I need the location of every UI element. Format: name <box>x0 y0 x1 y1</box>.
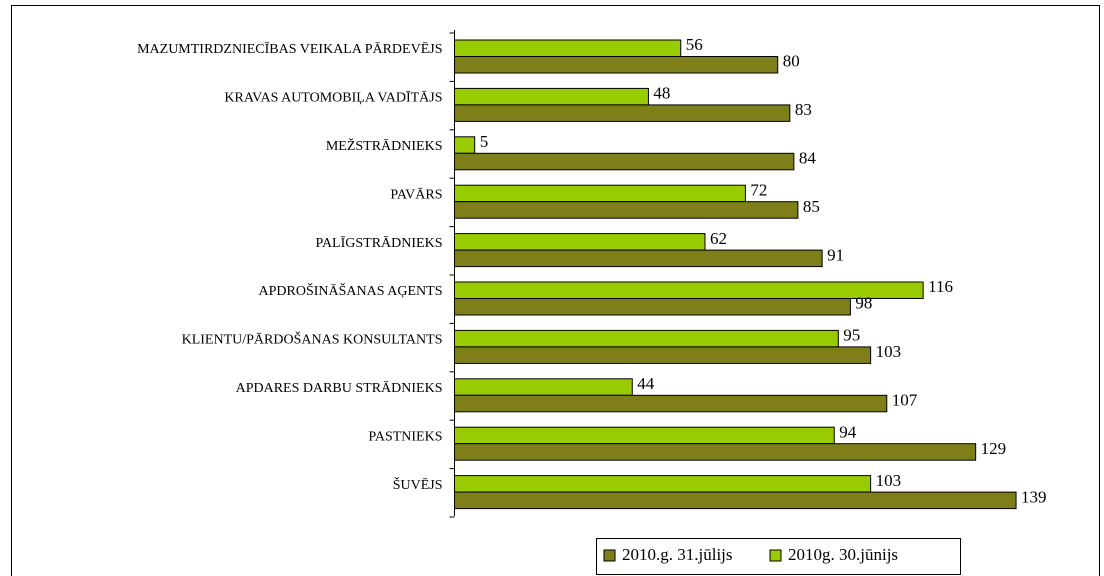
bar <box>454 346 872 364</box>
chart-frame <box>11 5 1100 576</box>
bar <box>454 281 924 299</box>
category-label: MAZUMTIRDZNIECĪBAS VEIKALA PĀRDEVĒJS <box>137 41 442 57</box>
value-label: 103 <box>876 342 902 361</box>
value-label: 56 <box>686 35 703 54</box>
bar <box>454 394 888 413</box>
value-label: 129 <box>981 439 1007 458</box>
bar <box>454 298 851 316</box>
category-label: MEŽSTRĀDNIEKS <box>326 137 443 154</box>
value-label: 94 <box>839 422 857 441</box>
legend-label: 2010g. 30.jūnijs <box>788 545 898 564</box>
value-label: 44 <box>637 374 655 393</box>
bar <box>454 56 779 74</box>
bar <box>454 104 791 122</box>
value-label: 98 <box>855 294 872 313</box>
value-label: 103 <box>876 471 902 490</box>
value-label: 83 <box>795 100 812 119</box>
bar <box>454 329 839 348</box>
category-label: KRAVAS AUTOMOBIĻA VADĪTĀJS <box>224 90 442 106</box>
category-label: ŠUVĒJS <box>393 476 443 493</box>
category-label: APDARES DARBU STRĀDNIEKS <box>236 380 443 396</box>
value-label: 48 <box>653 84 670 103</box>
bar <box>454 87 649 106</box>
value-label: 91 <box>827 245 844 264</box>
bar <box>454 184 746 203</box>
value-label: 62 <box>710 229 727 248</box>
category-label: APDROŠINĀŠANAS AĢENTS <box>259 282 443 299</box>
bar <box>454 152 795 171</box>
bar <box>454 491 1017 510</box>
legend-swatch <box>603 549 616 562</box>
category-label: KLIENTU/PĀRDOŠANAS KONSULTANTS <box>182 331 443 348</box>
category-label: PASTNIEKS <box>368 429 442 444</box>
bar <box>454 201 799 219</box>
legend-label: 2010.g. 31.jūlijs <box>622 545 733 564</box>
value-label: 95 <box>843 326 860 345</box>
bar <box>454 136 476 154</box>
value-label: 5 <box>480 132 489 151</box>
value-label: 139 <box>1021 487 1047 506</box>
bar <box>454 443 977 461</box>
bar <box>454 378 633 396</box>
value-label: 84 <box>799 148 817 167</box>
bar <box>454 39 682 57</box>
category-label: PAVĀRS <box>390 186 442 202</box>
legend-swatch <box>769 549 782 562</box>
value-label: 72 <box>750 180 767 199</box>
value-label: 85 <box>803 197 820 216</box>
category-label: PALĪGSTRĀDNIEKS <box>315 235 442 251</box>
bar <box>454 426 835 445</box>
bar <box>454 475 872 493</box>
value-label: 116 <box>928 277 953 296</box>
value-label: 80 <box>783 52 800 71</box>
bar <box>454 233 706 251</box>
bar <box>454 249 823 268</box>
value-label: 107 <box>892 390 918 409</box>
